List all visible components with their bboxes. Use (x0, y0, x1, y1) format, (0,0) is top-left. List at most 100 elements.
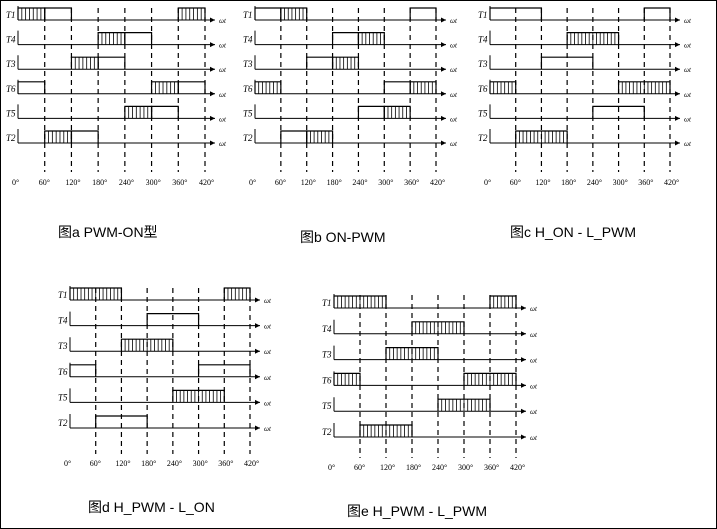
conduction-pulse (357, 105, 385, 119)
pwm-chopping (387, 106, 407, 119)
conduction-pulse (331, 32, 360, 45)
tick-label: 240° (432, 463, 447, 472)
tick-label: 60° (275, 178, 286, 187)
arrow-icon (521, 434, 526, 440)
pwm-chopping (73, 288, 119, 300)
tick-label: 420° (430, 178, 445, 187)
tick-label: 420° (244, 459, 259, 468)
pwm-chopping (124, 339, 170, 352)
signal-label: T4 (6, 35, 16, 45)
arrow-icon (521, 305, 526, 311)
pwm-chopping (413, 81, 433, 94)
signal-label: T3 (6, 59, 16, 69)
arrow-icon (521, 331, 526, 337)
pwm-chopping (258, 81, 278, 94)
tick-label: 120° (65, 178, 80, 187)
conduction-pulse (489, 81, 517, 94)
conduction-pulse (280, 7, 308, 20)
signal-label: T1 (478, 10, 488, 20)
arrow-icon (521, 357, 526, 363)
tick-label: 420° (199, 178, 214, 187)
arrow-icon (255, 323, 260, 329)
tick-label: 0° (328, 463, 335, 472)
caption-c: 图c H_ON - L_PWM (510, 224, 637, 240)
tick-label: 360° (218, 459, 233, 468)
arrow-icon (675, 66, 680, 72)
signal-label: T4 (322, 324, 332, 334)
axis-label: ωt (264, 323, 272, 331)
conduction-pulse (409, 7, 437, 20)
tick-label: 0° (249, 178, 256, 187)
axis-label: ωt (450, 66, 458, 74)
conduction-pulse (489, 295, 517, 308)
conduction-pulse (643, 7, 671, 20)
arrow-icon (675, 17, 680, 23)
arrow-icon (441, 42, 446, 48)
conduction-pulse (223, 287, 251, 300)
tick-label: 0° (64, 459, 71, 468)
pwm-chopping (493, 81, 513, 94)
pwm-chopping (335, 57, 356, 70)
tick-label: 300° (193, 459, 208, 468)
pwm-chopping (415, 321, 461, 334)
conduction-pulse (44, 7, 73, 20)
signal-label: T2 (58, 418, 68, 428)
tick-label: 120° (115, 459, 130, 468)
pwm-chopping (337, 296, 383, 308)
axis-label: ωt (264, 399, 272, 407)
tick-label: 60° (510, 178, 521, 187)
arrow-icon (255, 297, 260, 303)
caption-e: 图e H_PWM - L_PWM (347, 503, 488, 519)
signal-label: T4 (243, 35, 253, 45)
pwm-chopping (570, 32, 616, 45)
conduction-pulse (383, 105, 411, 119)
axis-label: ωt (219, 91, 227, 99)
conduction-pulse (69, 364, 97, 377)
tick-label: 60° (39, 178, 50, 187)
axis-label: ωt (684, 17, 692, 25)
axis-label: ωt (530, 408, 538, 416)
signal-label: T3 (58, 341, 68, 351)
arrow-icon (210, 66, 215, 72)
signal-label: T6 (322, 375, 332, 385)
arrow-icon (255, 348, 260, 354)
axis-label: ωt (219, 115, 227, 123)
caption-b: 图b ON-PWM (300, 229, 386, 245)
tick-label: 60° (90, 459, 101, 468)
pwm-chopping (518, 131, 564, 143)
pwm-chopping (310, 131, 330, 143)
tick-label: 180° (92, 178, 107, 187)
tick-label: 300° (146, 178, 161, 187)
arrow-icon (441, 115, 446, 121)
arrow-icon (441, 140, 446, 146)
conduction-pulse (177, 7, 206, 20)
axis-label: ωt (219, 17, 227, 25)
tick-label: 300° (613, 178, 628, 187)
arrow-icon (441, 17, 446, 23)
signal-label: T2 (243, 133, 253, 143)
caption-d: 图d H_PWM - L_ON (88, 499, 215, 515)
tick-label: 420° (510, 463, 525, 472)
axis-label: ωt (450, 140, 458, 148)
conduction-pulse (489, 7, 543, 20)
tick-label: 420° (664, 178, 679, 187)
arrow-icon (675, 91, 680, 97)
arrow-icon (210, 140, 215, 146)
arrow-icon (255, 425, 260, 431)
conduction-pulse (254, 7, 282, 20)
signal-label: T1 (6, 10, 16, 20)
tick-label: 240° (352, 178, 367, 187)
tick-label: 60° (354, 463, 365, 472)
conduction-pulse (331, 56, 360, 70)
signal-label: T3 (478, 59, 488, 69)
axis-label: ωt (530, 382, 538, 390)
signal-label: T6 (58, 367, 68, 377)
arrow-icon (675, 115, 680, 121)
pwm-chopping (21, 8, 42, 20)
signal-label: T6 (243, 84, 253, 94)
conduction-pulse (409, 81, 437, 94)
tick-label: 240° (167, 459, 182, 468)
tick-label: 360° (484, 463, 499, 472)
signal-label: T3 (243, 59, 253, 69)
axis-label: ωt (264, 374, 272, 382)
